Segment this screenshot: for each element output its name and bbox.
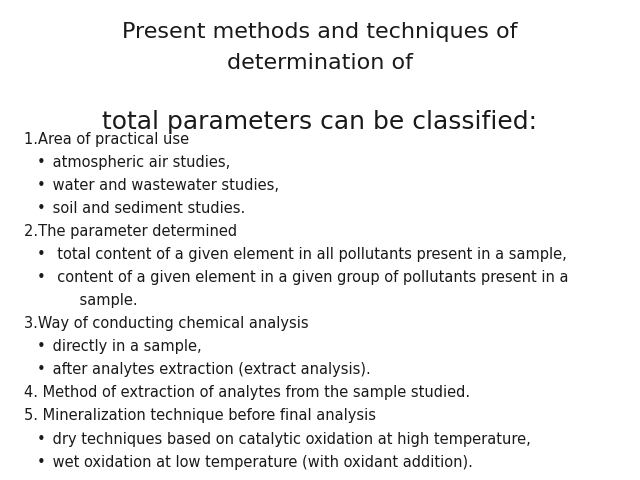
- Text: •: •: [37, 362, 46, 377]
- Text: 1.Area of practical use: 1.Area of practical use: [24, 132, 189, 147]
- Text: 5. Mineralization technique before final analysis: 5. Mineralization technique before final…: [24, 408, 376, 423]
- Text: total parameters can be classified:: total parameters can be classified:: [102, 110, 538, 134]
- Text: •: •: [37, 201, 46, 216]
- Text: after analytes extraction (extract analysis).: after analytes extraction (extract analy…: [48, 362, 371, 377]
- Text: total content of a given element in all pollutants present in a sample,: total content of a given element in all …: [48, 247, 567, 262]
- Text: •: •: [37, 339, 46, 354]
- Text: wet oxidation at low temperature (with oxidant addition).: wet oxidation at low temperature (with o…: [48, 455, 473, 469]
- Text: •: •: [37, 432, 46, 446]
- Text: •: •: [37, 247, 46, 262]
- Text: 4. Method of extraction of analytes from the sample studied.: 4. Method of extraction of analytes from…: [24, 385, 470, 400]
- Text: determination of: determination of: [227, 53, 413, 73]
- Text: content of a given element in a given group of pollutants present in a: content of a given element in a given gr…: [48, 270, 568, 285]
- Text: directly in a sample,: directly in a sample,: [48, 339, 202, 354]
- Text: Present methods and techniques of: Present methods and techniques of: [122, 22, 518, 42]
- Text: •: •: [37, 270, 46, 285]
- Text: •: •: [37, 455, 46, 469]
- Text: atmospheric air studies,: atmospheric air studies,: [48, 155, 230, 170]
- Text: 2.The parameter determined: 2.The parameter determined: [24, 224, 237, 239]
- Text: dry techniques based on catalytic oxidation at high temperature,: dry techniques based on catalytic oxidat…: [48, 432, 531, 446]
- Text: soil and sediment studies.: soil and sediment studies.: [48, 201, 245, 216]
- Text: •: •: [37, 178, 46, 193]
- Text: 3.Way of conducting chemical analysis: 3.Way of conducting chemical analysis: [24, 316, 309, 331]
- Text: sample.: sample.: [61, 293, 138, 308]
- Text: •: •: [37, 155, 46, 170]
- Text: water and wastewater studies,: water and wastewater studies,: [48, 178, 279, 193]
